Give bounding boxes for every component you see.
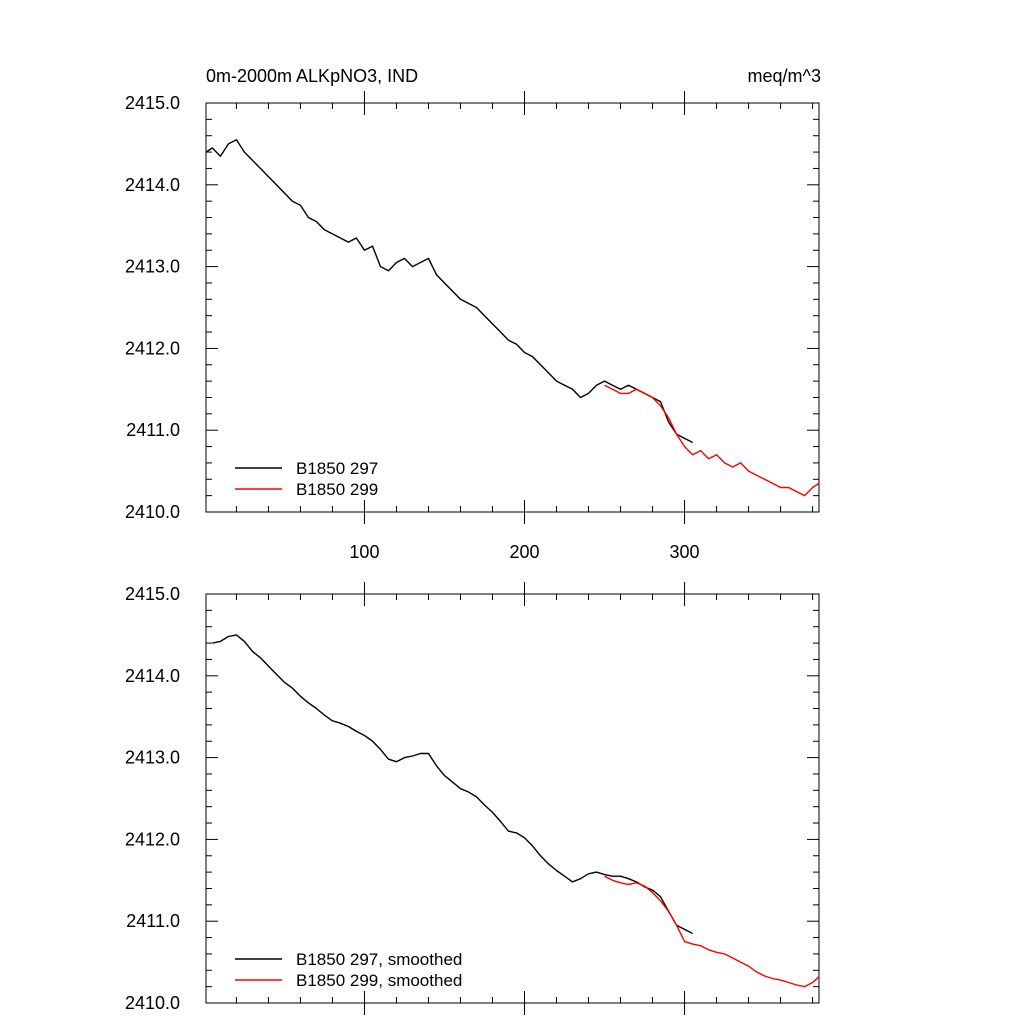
x-tick-label: 300 [670,542,700,562]
x-tick-label: 100 [349,542,379,562]
y-tick-label: 2412.0 [125,338,180,358]
y-tick-label: 2412.0 [125,829,180,849]
series-line-1 [205,139,693,444]
units-label: meq/m^3 [748,66,821,86]
x-tick-label: 200 [509,542,539,562]
series-line-2 [604,875,820,988]
y-tick-label: 2413.0 [125,748,180,768]
chart-title: 0m-2000m ALKpNO3, IND [206,66,418,86]
bottom-plot-frame [205,593,820,1004]
legend-label: B1850 297 [296,459,378,478]
top-panel: 2410.0 2411.0 2412.0 2413.0 2414.0 2415.0 100 2… [125,91,820,562]
legend-label: B1850 299, smoothed [296,971,462,990]
y-tick-label: 2413.0 [125,257,180,277]
bottom-panel: 2410.0 2411.0 2412.0 2413.0 2414.0 2415.0 B18… [125,582,820,1015]
y-tick-label: 2410.0 [125,993,180,1013]
legend-label: B1850 299 [296,480,378,499]
y-tick-label: 2415.0 [125,584,180,604]
y-tick-label: 2414.0 [125,175,180,195]
top-plot-frame [205,102,820,513]
y-tick-label: 2410.0 [125,502,180,522]
y-tick-label: 2411.0 [126,420,180,440]
legend-label: B1850 297, smoothed [296,950,462,969]
y-tick-label: 2411.0 [126,911,180,931]
y-tick-label: 2415.0 [125,93,180,113]
series-line-2 [604,384,820,497]
series-line-1 [212,634,693,935]
y-tick-label: 2414.0 [125,666,180,686]
